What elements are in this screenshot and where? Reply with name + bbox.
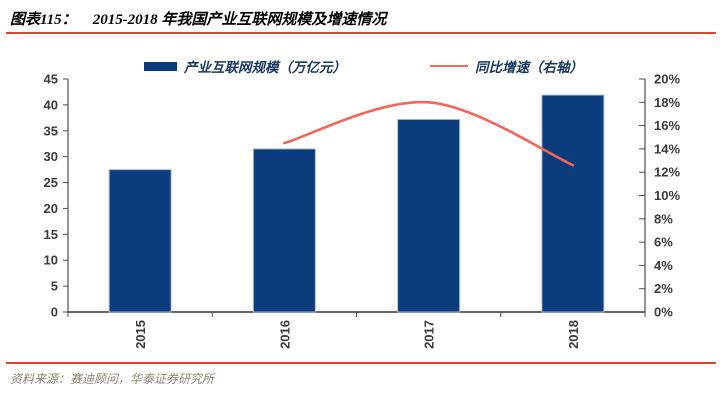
svg-text:5: 5	[51, 279, 58, 294]
svg-text:20: 20	[44, 201, 58, 216]
svg-text:10: 10	[44, 253, 58, 268]
svg-text:2016: 2016	[277, 320, 292, 349]
svg-text:16%: 16%	[654, 118, 680, 133]
svg-text:0%: 0%	[654, 305, 673, 320]
legend-label-line: 同比增速（右轴）	[475, 60, 583, 75]
svg-text:4%: 4%	[654, 258, 673, 273]
svg-text:8%: 8%	[654, 211, 673, 226]
figure-number-label: 图表115：	[10, 12, 77, 28]
svg-text:6%: 6%	[654, 235, 673, 250]
svg-text:15: 15	[44, 227, 58, 242]
svg-text:18%: 18%	[654, 95, 680, 110]
svg-text:25: 25	[44, 175, 58, 190]
legend-label-bar: 产业互联网规模（万亿元）	[184, 60, 346, 75]
svg-text:40: 40	[44, 97, 58, 112]
svg-text:2%: 2%	[654, 281, 673, 296]
figure-title-text: 2015-2018 年我国产业互联网规模及增速情况	[92, 12, 387, 28]
svg-text:20%: 20%	[654, 72, 680, 87]
svg-text:10%: 10%	[654, 188, 680, 203]
svg-text:14%: 14%	[654, 141, 680, 156]
combo-chart-canvas: 0 5 10 15 20 25 30 35 40 45 0% 2% 4% 6% 8% 10% 12% 14% 16%…	[44, 72, 681, 349]
figure-title: 图表115： 2015-2018 年我国产业互联网规模及增速情况	[10, 8, 386, 29]
svg-text:45: 45	[44, 72, 58, 87]
footer-divider-rule	[6, 362, 716, 364]
chart-legend: 产业互联网规模（万亿元） 同比增速（右轴）	[0, 54, 722, 75]
svg-text:30: 30	[44, 149, 58, 164]
svg-text:12%: 12%	[654, 165, 680, 180]
legend-item-bar-series: 产业互联网规模（万亿元）	[144, 56, 346, 76]
svg-text:2017: 2017	[422, 320, 437, 349]
title-divider-rule	[6, 32, 716, 34]
svg-text:0: 0	[51, 305, 58, 320]
svg-text:2015: 2015	[133, 320, 148, 349]
svg-text:2018: 2018	[566, 320, 581, 349]
svg-text:35: 35	[44, 123, 58, 138]
line-series-swatch-icon	[430, 65, 468, 67]
bar-series-swatch-icon	[144, 61, 177, 71]
legend-item-line-series: 同比增速（右轴）	[430, 56, 583, 76]
source-note: 资料来源：赛迪顾问，华泰证券研究所	[10, 372, 215, 386]
